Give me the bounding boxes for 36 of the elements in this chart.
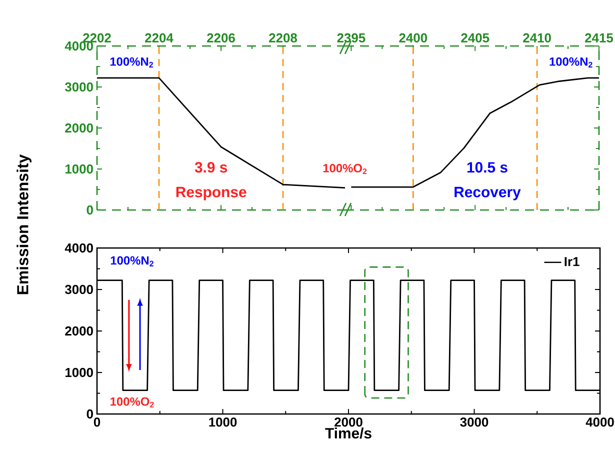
- annotation: Recovery: [454, 186, 521, 200]
- annotation: 100%O$_{2}$: [110, 397, 154, 408]
- y-tick-label: 3000: [64, 82, 93, 92]
- annotation: 100%N$_{2}$: [110, 256, 154, 266]
- x-tick-label: 0: [94, 418, 100, 427]
- x-tick-label: 3000: [460, 418, 488, 427]
- legend-label: Ir1: [564, 257, 580, 266]
- annotation: 10.5 s: [467, 162, 508, 173]
- y-tick-label: 0: [86, 409, 93, 419]
- y-tick-label: 4000: [64, 41, 93, 51]
- x-tick-label: 2395: [337, 33, 366, 42]
- x-tick-label: 2202: [83, 33, 111, 42]
- annotation: Response: [176, 186, 246, 200]
- x-tick-label: 2405: [461, 33, 490, 42]
- x-axis-title: Time/s: [325, 428, 372, 439]
- y-tick-label: 3000: [64, 284, 93, 294]
- x-tick-label: 2204: [145, 33, 174, 42]
- x-tick-label: 4000: [586, 418, 614, 427]
- y-tick-label: 1000: [65, 164, 93, 174]
- annotation: 100%O$_{2}$: [323, 164, 367, 174]
- x-tick-label: 2000: [334, 418, 362, 427]
- y-tick-label: 0: [86, 205, 93, 215]
- x-tick-label: 2208: [269, 33, 298, 42]
- annotation: 100%N$_{2}$: [550, 57, 592, 68]
- x-tick-label: 2206: [207, 33, 235, 42]
- annotation: 100%N$_{2}$: [110, 57, 153, 68]
- x-tick-label: 1000: [209, 418, 237, 427]
- y-tick-label: 1000: [65, 368, 93, 378]
- y-axis-title: Emission Intensity: [16, 154, 32, 294]
- x-tick-label: 2410: [523, 33, 551, 42]
- x-tick-label: 2415: [585, 33, 614, 42]
- x-tick-label: 2400: [399, 33, 428, 42]
- y-tick-label: 2000: [65, 123, 93, 133]
- annotation: 3.9 s: [194, 162, 228, 173]
- y-tick-label: 4000: [64, 243, 93, 253]
- y-tick-label: 2000: [65, 326, 93, 336]
